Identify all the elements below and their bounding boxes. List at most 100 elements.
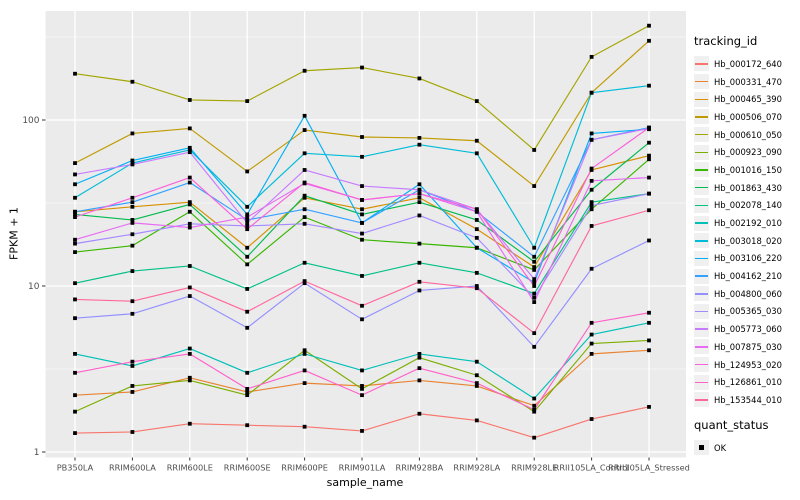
legend-item-label: Hb_000465_390 [714,94,782,105]
data-point [474,284,479,288]
data-point [73,370,77,375]
data-point [245,423,250,428]
legend-key [694,180,709,196]
legend-key [694,197,709,213]
quant-status-label: OK [714,442,727,453]
data-point [360,237,364,242]
data-point [187,221,192,226]
data-point [474,286,479,291]
legend-key [694,250,709,266]
data-point [245,204,250,209]
data-point [647,38,651,43]
data-point [130,430,135,434]
data-point [302,424,307,429]
data-point [532,245,537,250]
legend: tracking_id Hb_000172_640 Hb_000331_470 Hb… [694,34,800,456]
legend-line-icon [695,310,708,313]
data-point [360,154,364,159]
legend-line-icon [695,186,708,189]
data-point [417,366,422,371]
data-point [73,209,77,214]
legend-line-icon [695,328,708,330]
legend-line-icon [695,204,708,207]
legend-item-label: Hb_001016_150 [714,164,782,175]
legend-line-icon [695,346,708,348]
data-point [417,213,422,218]
data-point [245,325,250,330]
legend-line-icon [695,381,708,384]
legend-key [694,233,709,249]
data-point [187,375,192,380]
data-point [532,407,537,412]
data-point [417,191,422,196]
data-point [532,280,537,285]
legend-key [694,91,709,107]
data-point [187,351,192,356]
x-tick-label: RRIM600PE [281,463,328,473]
legend-item-label: Hb_002192_010 [714,218,782,229]
legend-line-icon [695,63,708,65]
data-point [532,259,537,264]
data-point [73,241,77,246]
data-point [73,431,77,435]
y-axis-title: FPKM + 1 [7,207,21,260]
data-point [589,207,594,212]
legend-line-icon [695,116,708,118]
data-point [245,215,250,220]
data-point [360,207,364,212]
data-point [245,245,250,250]
data-point [245,309,250,314]
data-point [302,168,307,172]
data-point [187,346,192,351]
data-point [589,203,594,208]
data-point [589,137,594,142]
data-point [302,215,307,220]
data-point [647,338,651,343]
legend-key [694,127,709,143]
data-point [589,166,594,171]
legend-line-icon [695,151,708,154]
legend-item-Hb_000172_640: Hb_000172_640 [694,55,800,73]
data-point [647,320,651,325]
legend-key [694,109,709,125]
data-point [417,195,422,200]
data-point [187,285,192,290]
data-point [302,195,307,200]
legend-item-label: Hb_153544_010 [714,394,782,405]
data-point [589,224,594,228]
data-point [474,209,479,214]
y-tick-label: 10 [28,282,40,292]
legend-item-label: Hb_001863_430 [714,182,782,193]
legend-item-Hb_004162_210: Hb_004162_210 [694,267,800,285]
data-point [360,393,364,398]
y-tick-label: 1 [34,448,40,458]
data-point [302,68,307,73]
data-point [532,277,537,282]
legend-item-label: Hb_000172_640 [714,58,782,69]
data-point [532,295,537,300]
data-point [532,284,537,288]
legend-item-label: Hb_000610_050 [714,129,782,140]
data-point [417,411,422,416]
x-tick-label: PB350LA [57,463,94,473]
data-point [245,254,250,259]
data-point [130,204,135,209]
legend-line-icon [695,98,708,101]
data-point [532,148,537,152]
data-point [647,238,651,243]
data-point [130,364,135,368]
data-point [73,297,77,302]
legend-key [694,303,709,319]
data-point [532,265,537,269]
data-point [532,403,537,408]
data-point [417,288,422,293]
x-tick-label: RRIM928BA [396,463,444,473]
legend-item-Hb_153544_010: Hb_153544_010 [694,391,800,409]
data-point [73,409,77,414]
data-point [532,300,537,304]
data-point [647,153,651,158]
data-point [474,227,479,232]
data-point [302,381,307,386]
legend-item-Hb_000610_050: Hb_000610_050 [694,126,800,144]
data-point [245,393,250,398]
